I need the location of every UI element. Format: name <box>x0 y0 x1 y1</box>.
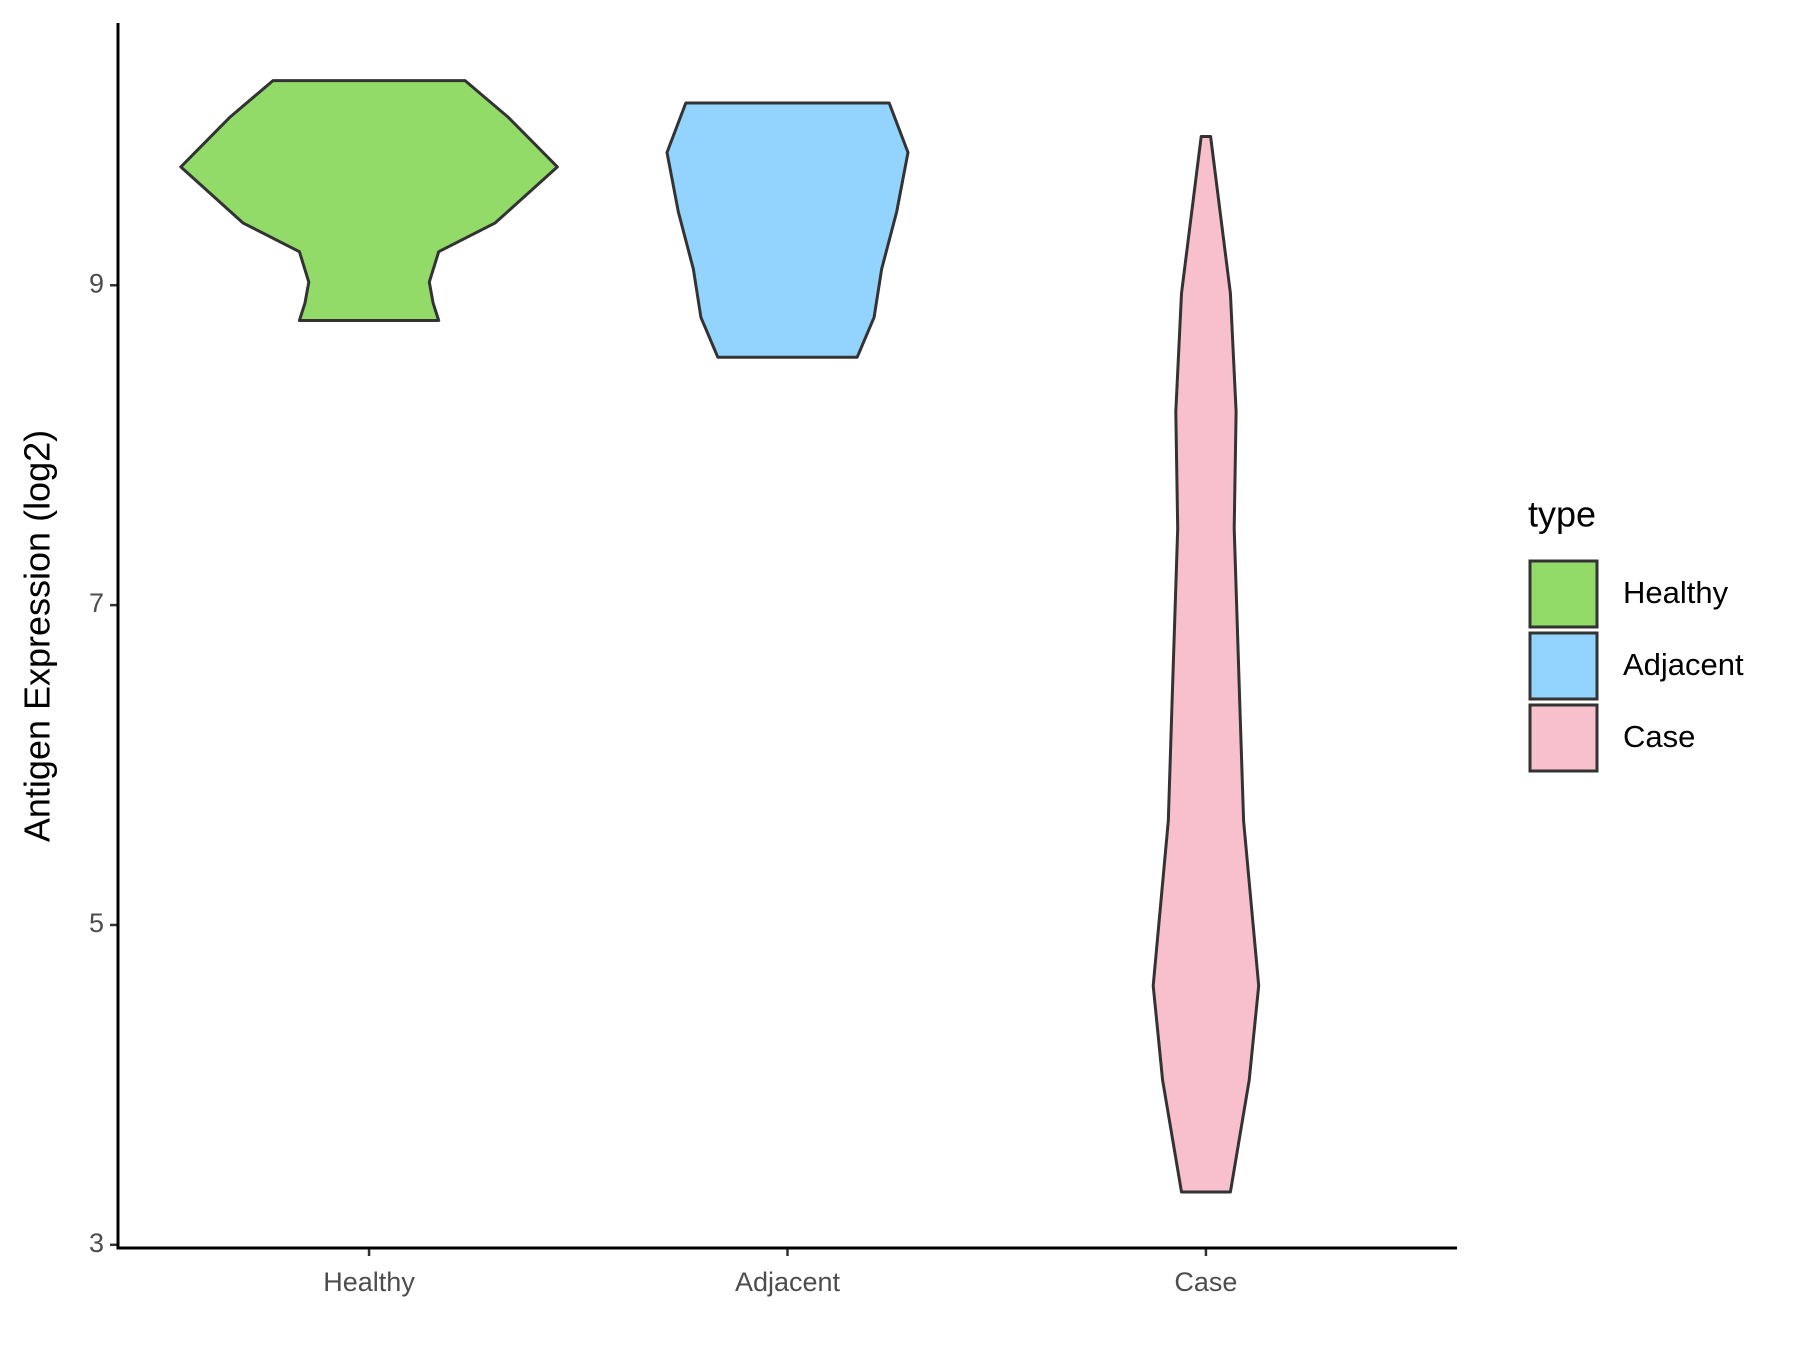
y-tick-label: 9 <box>89 268 104 298</box>
legend-swatch <box>1528 703 1599 773</box>
x-tick-label: Case <box>1174 1267 1237 1297</box>
x-tick-label: Adjacent <box>735 1267 841 1297</box>
legend-title: type <box>1528 494 1596 535</box>
violin <box>665 101 910 359</box>
y-tick-label: 7 <box>89 588 104 618</box>
y-axis-label: Antigen Expression (log2) <box>17 430 58 842</box>
y-tick-label: 5 <box>89 908 104 938</box>
x-tick-label: Healthy <box>323 1267 415 1297</box>
legend-label: Healthy <box>1623 575 1729 610</box>
legend-swatch <box>1528 559 1599 629</box>
violin <box>179 79 559 322</box>
legend-swatch <box>1528 631 1599 701</box>
violin <box>1151 135 1261 1194</box>
y-tick-label: 3 <box>89 1228 104 1258</box>
legend-label: Case <box>1623 719 1695 754</box>
legend-label: Adjacent <box>1623 647 1744 682</box>
